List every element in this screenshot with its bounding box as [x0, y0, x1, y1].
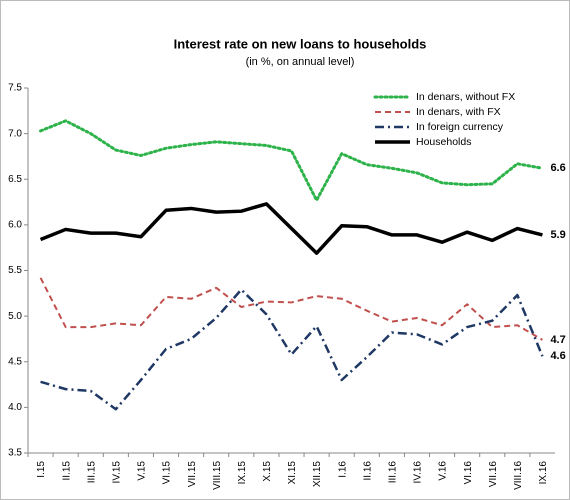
- x-tick-label: V.15: [137, 461, 148, 481]
- y-tick-label: 5.5: [8, 265, 22, 276]
- x-tick-label: II.15: [61, 461, 72, 481]
- x-tick-label: VII.15: [187, 461, 198, 488]
- x-tick-label: I.16: [337, 461, 348, 478]
- chart-title: Interest rate on new loans to households: [174, 36, 427, 51]
- line-series: [40, 288, 544, 411]
- line-series: [39, 119, 544, 202]
- y-tick-label: 7.5: [8, 83, 22, 94]
- y-tick-label: 3.5: [8, 448, 22, 459]
- y-tick-label: 4.5: [8, 356, 22, 367]
- x-tick-label: IX.16: [538, 461, 549, 485]
- x-tick-label: V.16: [438, 461, 449, 481]
- x-tick-label: III.15: [86, 461, 97, 484]
- x-tick-label: IV.15: [111, 461, 122, 484]
- x-tick-label: XI.15: [287, 461, 298, 485]
- x-tick-label: VII.16: [488, 461, 499, 488]
- line-series: [39, 202, 543, 255]
- x-tick-label: IV.16: [413, 461, 424, 484]
- end-value-label: 4.6: [550, 350, 565, 362]
- x-tick-label: I.15: [36, 461, 47, 478]
- end-value-label: 5.9: [550, 229, 565, 241]
- x-tick-label: XII.15: [312, 461, 323, 488]
- legend-label: In foreign currency: [416, 121, 504, 133]
- x-tick-label: IX.15: [237, 461, 248, 485]
- x-tick-label: VIII.16: [513, 461, 524, 490]
- y-tick-label: 5.0: [8, 311, 22, 322]
- y-tick-label: 4.0: [8, 402, 22, 413]
- legend-label: In denars, without FX: [416, 91, 515, 103]
- x-tick-label: VIII.15: [212, 461, 223, 490]
- x-tick-label: III.16: [388, 461, 399, 484]
- y-tick-label: 6.5: [8, 174, 22, 185]
- x-tick-label: II.16: [362, 461, 373, 481]
- y-tick-label: 7.0: [8, 128, 22, 139]
- chart-subtitle: (in %, on annual level): [246, 56, 355, 68]
- legend-label: In denars, with FX: [416, 106, 501, 118]
- line-series: [39, 277, 543, 341]
- y-tick-label: 6.0: [8, 220, 22, 231]
- x-tick-label: X.15: [262, 461, 273, 482]
- x-tick-label: VI.16: [463, 461, 474, 485]
- x-tick-label: VI.15: [162, 461, 173, 485]
- end-value-label: 6.6: [550, 162, 565, 174]
- end-value-label: 4.7: [550, 334, 565, 346]
- legend-label: Households: [416, 136, 471, 148]
